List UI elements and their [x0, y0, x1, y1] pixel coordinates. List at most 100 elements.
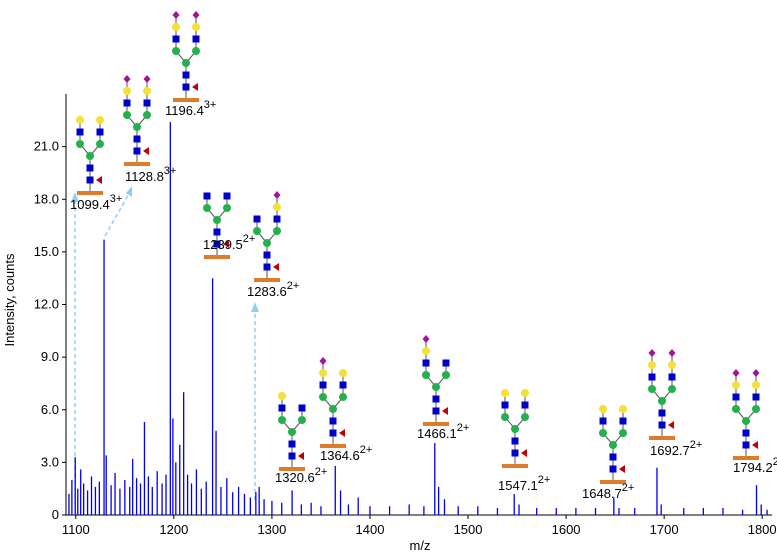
glycan — [422, 335, 450, 426]
galactose — [123, 87, 131, 95]
charge-state: 3+ — [204, 99, 217, 111]
y-tick-label: 18.0 — [34, 191, 59, 206]
galactose — [648, 361, 656, 369]
glcnac — [182, 83, 190, 91]
charge-state: 2+ — [457, 422, 470, 434]
glcnac — [432, 407, 440, 415]
arrowhead — [251, 302, 259, 312]
mannose — [329, 405, 337, 413]
mannose — [123, 111, 131, 119]
mannose — [619, 429, 627, 437]
mannose — [442, 371, 450, 379]
arrowhead — [126, 186, 132, 197]
glycan — [76, 116, 104, 195]
glcnac — [319, 381, 327, 389]
glcnac — [668, 373, 676, 381]
reducing-end — [254, 278, 280, 282]
galactose — [172, 23, 180, 31]
mannose — [521, 413, 529, 421]
glcnac — [442, 359, 450, 367]
galactose — [76, 116, 84, 124]
arrowhead — [71, 192, 79, 202]
glycan — [253, 191, 281, 282]
glcnac — [752, 393, 760, 401]
glcnac — [432, 395, 440, 403]
mannose — [752, 405, 760, 413]
charge-state: 2+ — [690, 439, 703, 451]
peak-label: 1099.43+ — [70, 193, 122, 212]
peak-label: 1283.62+ — [247, 280, 299, 299]
galactose — [599, 405, 607, 413]
glcnac — [609, 453, 617, 461]
mannose — [599, 429, 607, 437]
mannose — [422, 371, 430, 379]
charge-state: 2+ — [538, 474, 551, 486]
peak-label: 1364.62+ — [320, 444, 372, 463]
mannose — [213, 216, 221, 224]
peak-label: 1692.72+ — [650, 439, 702, 458]
glcnac — [422, 359, 430, 367]
glcnac — [133, 135, 141, 143]
x-tick-label: 1400 — [356, 522, 385, 537]
glcnac — [278, 404, 286, 412]
sialic — [123, 75, 131, 83]
glcnac — [76, 128, 84, 136]
fucose — [521, 449, 527, 457]
x-tick-label: 1200 — [159, 522, 188, 537]
mannose — [273, 227, 281, 235]
glycan — [203, 192, 231, 259]
glcnac — [501, 401, 509, 409]
mannose — [501, 413, 509, 421]
galactose — [668, 361, 676, 369]
glcnac — [619, 417, 627, 425]
mannose — [668, 385, 676, 393]
mannose — [432, 383, 440, 391]
x-tick-label: 1800 — [748, 522, 777, 537]
mannose — [278, 416, 286, 424]
reducing-end — [124, 162, 150, 166]
galactose — [752, 381, 760, 389]
galactose — [501, 389, 509, 397]
glycan — [172, 11, 200, 102]
mannose — [192, 47, 200, 55]
galactose — [273, 203, 281, 211]
peak-label: 1466.12+ — [417, 422, 469, 441]
sialic — [648, 349, 656, 357]
fucose — [442, 407, 448, 415]
mannose — [319, 393, 327, 401]
y-tick-label: 12.0 — [34, 297, 59, 312]
mannose — [288, 428, 296, 436]
fucose — [752, 441, 758, 449]
glcnac — [511, 437, 519, 445]
x-tick-label: 1300 — [257, 522, 286, 537]
reducing-end — [423, 422, 449, 426]
sialic — [668, 349, 676, 357]
sialic — [273, 191, 281, 199]
peak-label: 1547.12+ — [498, 474, 550, 493]
y-tick-label: 15.0 — [34, 244, 59, 259]
glcnac — [648, 373, 656, 381]
charge-state: 2+ — [315, 466, 328, 478]
peak-mz: 1692.7 — [650, 443, 690, 458]
fucose — [192, 83, 198, 91]
charge-state: 3+ — [110, 193, 123, 205]
glcnac — [133, 147, 141, 155]
mannose — [298, 416, 306, 424]
fucose — [143, 147, 149, 155]
glcnac — [253, 215, 261, 223]
fucose — [619, 465, 625, 473]
glycan — [319, 357, 347, 448]
mannose — [609, 441, 617, 449]
x-tick-label: 1100 — [62, 522, 90, 537]
glcnac — [203, 192, 211, 200]
galactose — [732, 381, 740, 389]
galactose — [192, 23, 200, 31]
sialic — [732, 369, 740, 377]
galactose — [143, 87, 151, 95]
reducing-end — [77, 191, 103, 195]
peak-mz: 1128.8 — [125, 169, 164, 184]
y-tick-label: 9.0 — [41, 349, 59, 364]
peak-label: 1128.83+ — [125, 165, 176, 184]
peak-mz: 1794.2 — [733, 460, 773, 475]
glcnac — [329, 417, 337, 425]
